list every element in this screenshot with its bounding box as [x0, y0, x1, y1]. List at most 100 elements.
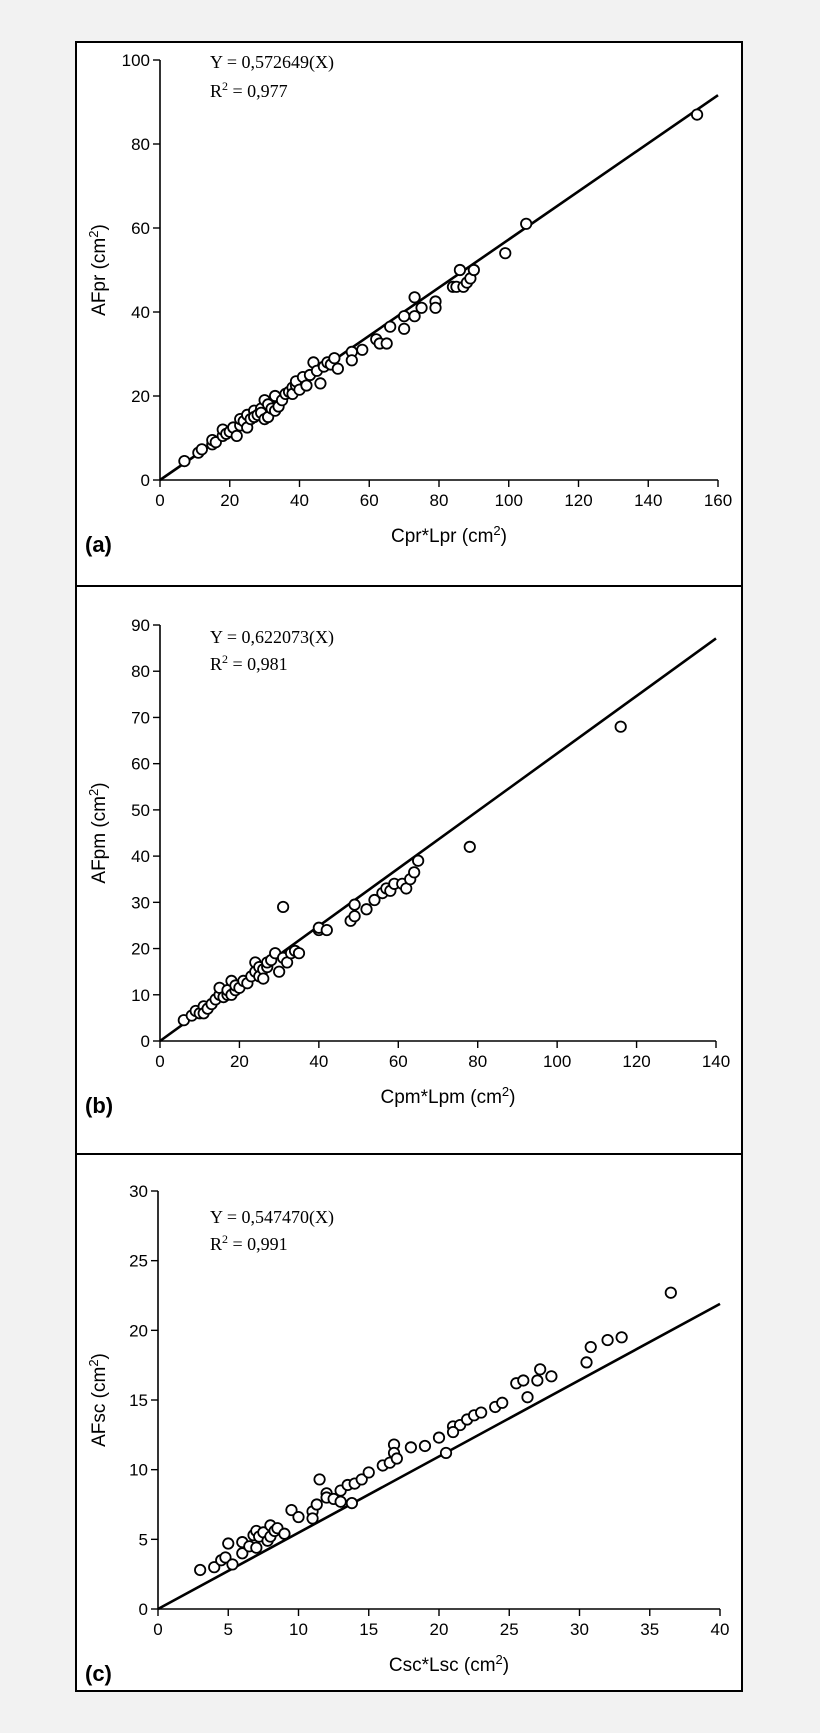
data-point	[439, 1446, 453, 1460]
x-axis-title-superscript: 2	[496, 1652, 503, 1667]
y-tick-label: 60	[131, 219, 150, 238]
x-tick-label: 160	[704, 491, 732, 510]
y-axis-title-end: )	[89, 782, 110, 788]
data-point	[356, 343, 369, 356]
data-point	[545, 1370, 558, 1383]
regression-equation: Y = 0,547470(X)	[210, 1207, 334, 1228]
x-tick-label: 0	[155, 491, 164, 510]
data-point	[292, 1510, 305, 1524]
data-point	[404, 1441, 417, 1454]
y-tick-label: 0	[141, 1032, 150, 1051]
data-point	[345, 1497, 358, 1510]
y-tick-label: 60	[131, 755, 150, 774]
x-axis-title: Cpm*Lpm (cm2)	[381, 1084, 516, 1108]
data-point	[408, 310, 421, 323]
x-tick-label: 100	[543, 1052, 571, 1071]
x-tick-label: 0	[153, 1620, 162, 1639]
data-point	[429, 301, 442, 314]
y-tick-label: 30	[129, 1182, 148, 1201]
data-point	[331, 362, 344, 375]
y-axis-title-superscript: 2	[86, 230, 101, 237]
y-axis-title: AFsc (cm2)	[86, 1353, 110, 1447]
data-point	[398, 322, 411, 335]
data-point	[520, 217, 533, 230]
chart-panel-1: 0 20 40 60 80 100 120 140 160 0 20 40 60 80 100 Y = 0,5…	[75, 41, 743, 587]
data-point	[664, 1286, 677, 1299]
data-point	[328, 352, 341, 365]
data-point	[355, 1473, 368, 1486]
data-point	[384, 320, 397, 333]
data-point	[418, 1439, 432, 1453]
y-tick-label: 15	[129, 1391, 148, 1410]
data-point	[446, 1425, 460, 1439]
x-tick-label: 40	[309, 1052, 328, 1071]
y-tick-label: 40	[131, 303, 150, 322]
data-point	[320, 923, 333, 937]
data-point	[362, 1466, 375, 1479]
data-point	[408, 866, 421, 879]
data-point	[273, 965, 286, 978]
x-tick-label: 20	[230, 1052, 249, 1071]
x-axis-title-end: )	[503, 1655, 509, 1676]
y-tick-label: 80	[131, 662, 150, 681]
y-axis-title-end: )	[89, 224, 110, 230]
x-tick-label: 15	[359, 1620, 378, 1639]
x-axis-title-text: Cpm*Lpm (cm	[381, 1087, 502, 1108]
y-tick-label: 40	[131, 847, 150, 866]
x-axis-title-text: Csc*Lsc (cm	[389, 1655, 496, 1676]
y-tick-label: 80	[131, 135, 150, 154]
data-point	[226, 1558, 239, 1571]
data-point	[475, 1406, 488, 1419]
y-tick-label: 0	[139, 1600, 148, 1619]
y-tick-label: 90	[131, 616, 150, 635]
data-point	[463, 840, 476, 853]
x-axis-title-end: )	[509, 1087, 515, 1108]
data-point	[408, 291, 421, 304]
data-point	[230, 429, 243, 442]
r-squared: R2 = 0,991	[210, 1232, 288, 1254]
data-point	[380, 337, 393, 350]
data-point	[314, 377, 327, 390]
panel-label: (c)	[85, 1661, 112, 1686]
x-axis-title-superscript: 2	[493, 523, 500, 538]
y-tick-label: 50	[131, 801, 150, 820]
x-tick-label: 100	[495, 491, 523, 510]
data-point	[499, 247, 512, 260]
data-point	[614, 720, 627, 733]
r-squared-value: = 0,981	[228, 654, 288, 674]
x-tick-label: 120	[622, 1052, 650, 1071]
data-point	[368, 893, 381, 907]
y-axis-title-superscript: 2	[86, 789, 101, 796]
y-axis-title-end: )	[89, 1353, 110, 1359]
data-point	[257, 972, 270, 985]
y-tick-label: 20	[131, 940, 150, 959]
y-tick-label: 10	[131, 986, 150, 1005]
regression-equation: Y = 0,572649(X)	[210, 52, 334, 73]
x-tick-label: 20	[220, 491, 239, 510]
x-tick-label: 40	[711, 1620, 730, 1639]
x-tick-label: 80	[430, 491, 449, 510]
data-point	[300, 379, 313, 392]
x-tick-label: 10	[289, 1620, 308, 1639]
x-tick-label: 0	[155, 1052, 164, 1071]
y-tick-label: 25	[129, 1252, 148, 1271]
x-tick-label: 20	[430, 1620, 449, 1639]
r-squared-value: = 0,977	[228, 81, 288, 101]
data-point	[250, 1541, 263, 1554]
x-axis-title: Cpr*Lpr (cm2)	[391, 523, 507, 547]
data-point	[292, 947, 306, 960]
x-tick-label: 30	[570, 1620, 589, 1639]
data-point	[334, 1495, 347, 1508]
data-point	[690, 108, 704, 121]
r-squared-superscript: 2	[222, 1232, 228, 1246]
data-point	[615, 1331, 628, 1344]
y-tick-label: 100	[122, 51, 150, 70]
data-point	[398, 310, 411, 323]
x-tick-label: 60	[389, 1052, 408, 1071]
x-tick-label: 120	[564, 491, 592, 510]
x-tick-label: 140	[702, 1052, 730, 1071]
data-point	[348, 910, 361, 923]
x-axis-title: Csc*Lsc (cm2)	[389, 1652, 509, 1676]
data-point	[178, 454, 191, 468]
